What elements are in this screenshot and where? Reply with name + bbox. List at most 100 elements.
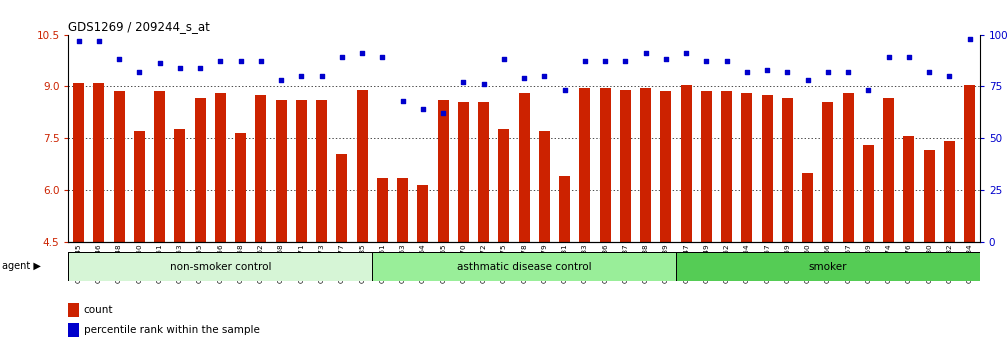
Bar	[458, 102, 469, 242]
Bar	[296, 100, 307, 242]
Bar	[640, 88, 652, 242]
Point	[253, 59, 269, 64]
Point	[962, 36, 978, 41]
Bar	[803, 172, 814, 242]
Point	[658, 57, 674, 62]
Point	[131, 69, 147, 75]
Bar	[498, 129, 510, 242]
Point	[495, 57, 512, 62]
Bar	[68, 303, 79, 317]
Point	[537, 73, 553, 79]
Point	[880, 55, 896, 60]
Point	[800, 77, 816, 83]
Bar	[194, 98, 205, 241]
Text: GDS1269 / 209244_s_at: GDS1269 / 209244_s_at	[68, 20, 210, 33]
Point	[172, 65, 188, 70]
Bar	[68, 252, 373, 281]
Bar	[599, 88, 610, 242]
Bar	[68, 323, 79, 337]
Bar	[781, 98, 793, 241]
Bar	[883, 98, 894, 241]
Bar	[356, 90, 368, 242]
Bar	[579, 88, 590, 242]
Point	[293, 73, 309, 79]
Bar	[923, 150, 934, 241]
Bar	[235, 133, 246, 242]
Point	[577, 59, 593, 64]
Bar	[903, 136, 914, 242]
Bar	[94, 83, 105, 242]
Point	[678, 50, 694, 56]
Point	[698, 59, 714, 64]
Bar	[823, 102, 834, 242]
Text: count: count	[84, 305, 113, 315]
Bar	[761, 95, 772, 242]
Text: agent ▶: agent ▶	[2, 262, 41, 271]
Bar	[154, 91, 165, 242]
Point	[557, 88, 573, 93]
Bar	[373, 252, 676, 281]
Point	[860, 88, 876, 93]
Point	[354, 50, 371, 56]
Bar	[377, 178, 388, 242]
Bar	[741, 93, 752, 241]
Bar	[519, 93, 530, 241]
Point	[617, 59, 633, 64]
Bar	[316, 100, 327, 242]
Point	[942, 73, 958, 79]
Point	[901, 55, 917, 60]
Point	[212, 59, 229, 64]
Point	[779, 69, 796, 75]
Bar	[336, 154, 347, 242]
Bar	[676, 252, 980, 281]
Point	[840, 69, 856, 75]
Point	[597, 59, 613, 64]
Point	[921, 69, 938, 75]
Bar	[417, 185, 428, 242]
Bar	[721, 91, 732, 242]
Bar	[256, 95, 267, 242]
Point	[273, 77, 289, 83]
Point	[455, 79, 471, 85]
Point	[516, 75, 532, 81]
Point	[375, 55, 391, 60]
Point	[313, 73, 329, 79]
Bar	[276, 100, 287, 242]
Bar	[944, 141, 955, 242]
Bar	[397, 178, 408, 242]
Bar	[438, 100, 449, 242]
Bar	[701, 91, 712, 242]
Text: percentile rank within the sample: percentile rank within the sample	[84, 325, 260, 335]
Point	[719, 59, 735, 64]
Bar	[74, 83, 85, 242]
Bar	[843, 93, 854, 241]
Point	[233, 59, 249, 64]
Point	[395, 98, 411, 104]
Point	[739, 69, 755, 75]
Bar	[114, 91, 125, 242]
Text: smoker: smoker	[809, 262, 847, 272]
Point	[415, 106, 431, 112]
Bar	[863, 145, 874, 242]
Bar	[661, 91, 672, 242]
Bar	[559, 176, 570, 242]
Point	[192, 65, 208, 70]
Point	[759, 67, 775, 72]
Point	[91, 38, 107, 43]
Point	[70, 38, 87, 43]
Point	[333, 55, 349, 60]
Point	[111, 57, 127, 62]
Bar	[539, 131, 550, 241]
Bar	[214, 93, 226, 241]
Point	[820, 69, 836, 75]
Bar	[620, 90, 631, 242]
Bar	[681, 85, 692, 242]
Point	[435, 110, 451, 116]
Point	[151, 61, 167, 66]
Bar	[478, 102, 489, 242]
Bar	[134, 131, 145, 241]
Text: asthmatic disease control: asthmatic disease control	[457, 262, 591, 272]
Point	[637, 50, 654, 56]
Bar	[174, 129, 185, 242]
Text: non-smoker control: non-smoker control	[169, 262, 271, 272]
